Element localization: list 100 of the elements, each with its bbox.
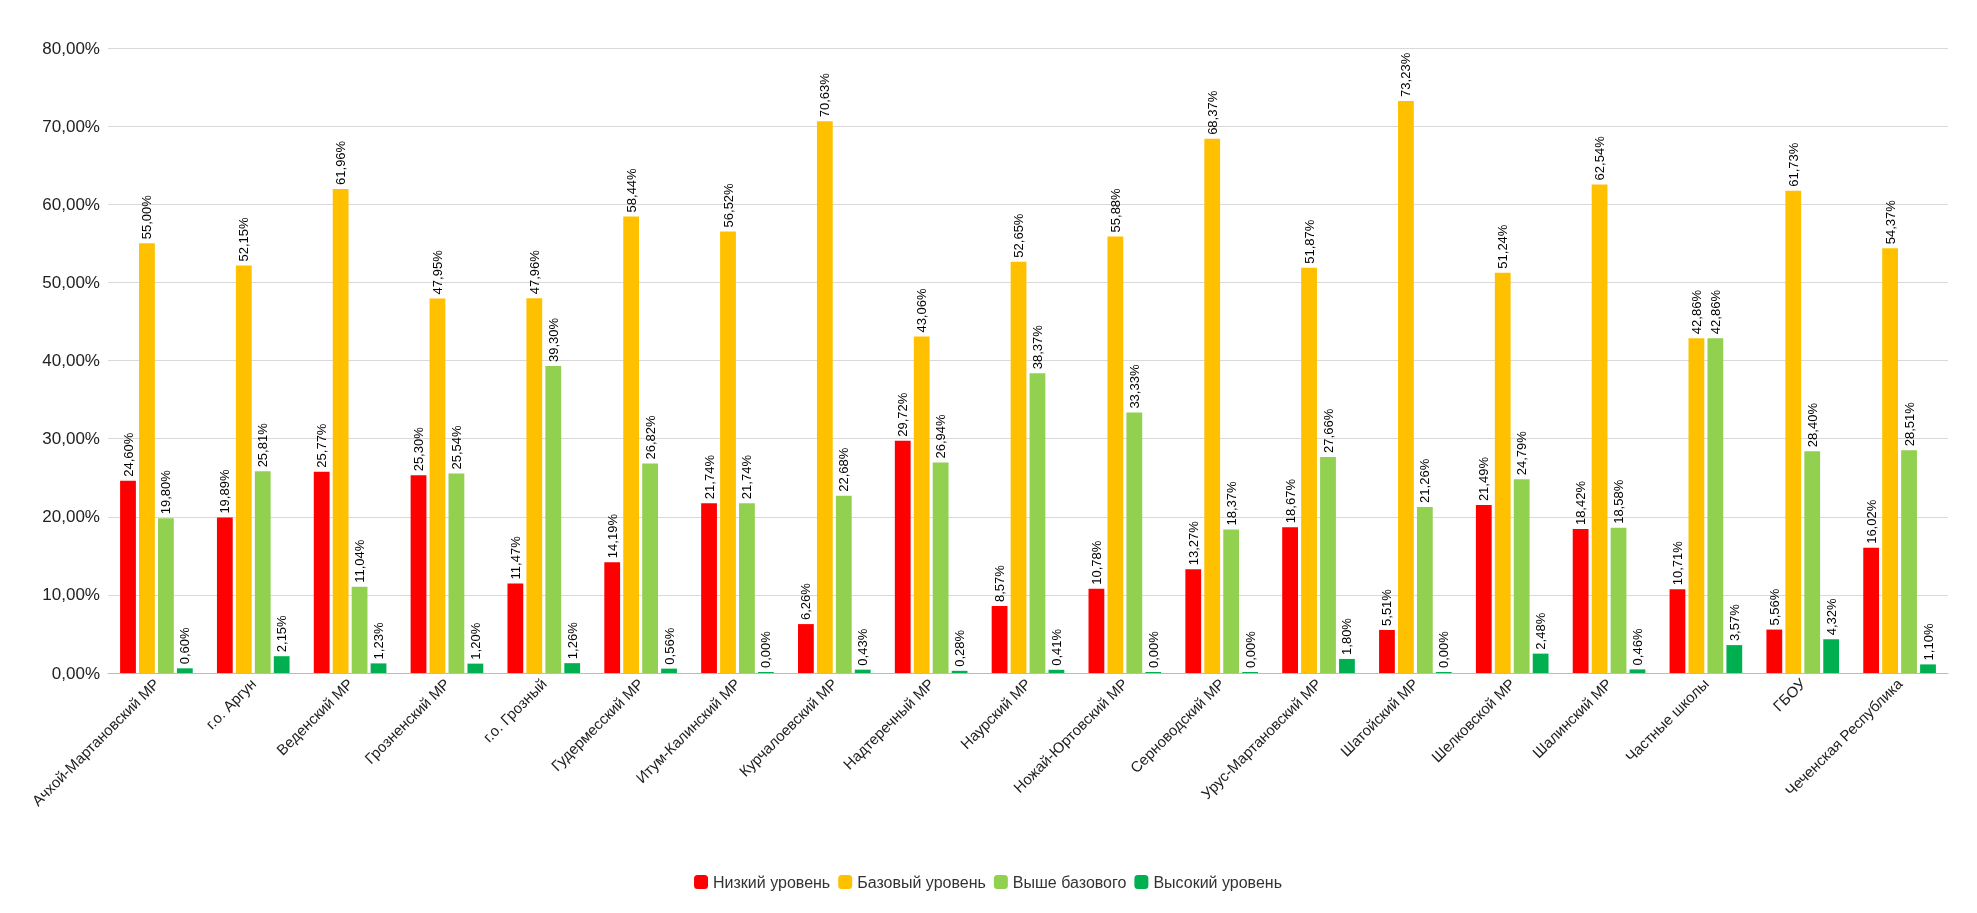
y-tick-label: 10,00% — [42, 585, 100, 605]
bar — [1766, 629, 1783, 673]
data-label: 0,00% — [1436, 630, 1452, 668]
bar — [1185, 569, 1202, 673]
y-tick-label: 40,00% — [42, 351, 100, 370]
bar — [139, 243, 155, 673]
data-label: 51,87% — [1301, 219, 1317, 264]
data-label: 42,86% — [1707, 289, 1723, 335]
bar — [1629, 669, 1646, 673]
y-tick-label: 80,00% — [42, 38, 100, 58]
data-label: 19,89% — [217, 469, 233, 514]
bar — [1823, 639, 1840, 673]
data-label: 14,19% — [604, 513, 620, 559]
y-tick-label: 20,00% — [42, 507, 100, 527]
data-label: 11,04% — [352, 539, 368, 583]
data-label: 47,95% — [429, 249, 445, 295]
data-label: 61,96% — [333, 140, 349, 185]
bar — [1572, 529, 1589, 673]
bar — [816, 121, 833, 673]
bar — [1282, 527, 1298, 673]
bar — [1863, 547, 1880, 673]
bar — [370, 663, 387, 673]
legend-label: Высокий уровень — [1153, 873, 1282, 891]
bar — [216, 517, 233, 673]
data-label: 0,60% — [177, 627, 193, 665]
bar — [1301, 267, 1317, 673]
bar — [642, 463, 658, 673]
bar — [701, 503, 717, 673]
data-label: 0,00% — [758, 630, 774, 668]
bar — [720, 231, 736, 673]
data-label: 2,15% — [274, 614, 290, 653]
bar — [835, 495, 852, 673]
bar — [1416, 506, 1433, 673]
data-label: 6,26% — [798, 582, 814, 621]
data-label: 39,30% — [545, 317, 561, 362]
bar — [273, 656, 290, 673]
bar — [1610, 527, 1627, 673]
data-label: 70,63% — [817, 72, 833, 118]
data-label: 54,37% — [1882, 199, 1898, 245]
data-label: 47,96% — [526, 249, 542, 295]
data-label: 21,26% — [1417, 458, 1433, 503]
data-label: 0,28% — [952, 629, 968, 667]
bar — [1088, 588, 1105, 673]
data-label: 51,24% — [1495, 224, 1511, 269]
bar — [564, 663, 581, 673]
data-label: 10,71% — [1669, 540, 1685, 586]
data-label: 0,43% — [855, 628, 871, 666]
data-label: 0,46% — [1629, 628, 1645, 666]
bar — [235, 265, 252, 673]
bar — [991, 606, 1008, 673]
legend-label: Базовый уровень — [857, 873, 986, 891]
bar — [507, 583, 524, 673]
bar — [894, 440, 911, 673]
bar — [1494, 272, 1511, 673]
y-tick-label: 30,00% — [42, 429, 100, 449]
bar — [1204, 138, 1221, 673]
data-label: 24,60% — [120, 432, 136, 477]
bar — [1513, 479, 1530, 673]
data-label: 8,57% — [992, 564, 1008, 603]
y-tick-label: 60,00% — [42, 194, 100, 214]
data-label: 68,37% — [1204, 90, 1220, 135]
data-label: 1,80% — [1339, 617, 1355, 655]
data-label: 2,48% — [1533, 612, 1549, 650]
bar — [1726, 645, 1743, 673]
data-label: 16,02% — [1863, 499, 1879, 544]
data-label: 55,00% — [139, 194, 155, 240]
bar — [1223, 529, 1240, 673]
bar — [158, 518, 174, 673]
data-label: 1,20% — [467, 622, 483, 660]
bar — [254, 471, 271, 673]
bar — [176, 668, 193, 673]
data-label: 28,51% — [1901, 401, 1917, 447]
data-label: 52,65% — [1011, 213, 1027, 258]
bar — [1126, 412, 1143, 673]
bar — [1475, 505, 1492, 673]
bar — [1688, 338, 1705, 673]
bar — [1320, 456, 1336, 673]
data-label: 19,80% — [158, 469, 174, 515]
bar — [429, 298, 446, 673]
data-label: 5,51% — [1379, 588, 1395, 626]
y-tick-label: 70,00% — [42, 116, 100, 136]
y-tick-label: 50,00% — [42, 272, 100, 292]
data-label: 25,77% — [314, 423, 330, 468]
data-label: 24,79% — [1514, 430, 1530, 476]
data-label: 21,74% — [739, 454, 755, 500]
bar — [313, 471, 330, 673]
data-label: 56,52% — [720, 182, 736, 228]
data-label: 18,37% — [1223, 480, 1239, 526]
data-label: 58,44% — [623, 167, 639, 213]
data-label: 13,27% — [1185, 520, 1201, 566]
data-label: 11,47% — [507, 535, 523, 580]
bar — [448, 473, 465, 673]
data-label: 1,26% — [564, 621, 580, 660]
data-label: 1,10% — [1920, 623, 1936, 661]
bar — [1882, 248, 1898, 673]
bar — [1029, 373, 1046, 673]
data-label: 18,42% — [1573, 480, 1589, 526]
bar — [1010, 261, 1027, 673]
data-label: 33,33% — [1126, 364, 1142, 409]
bar — [332, 188, 349, 673]
